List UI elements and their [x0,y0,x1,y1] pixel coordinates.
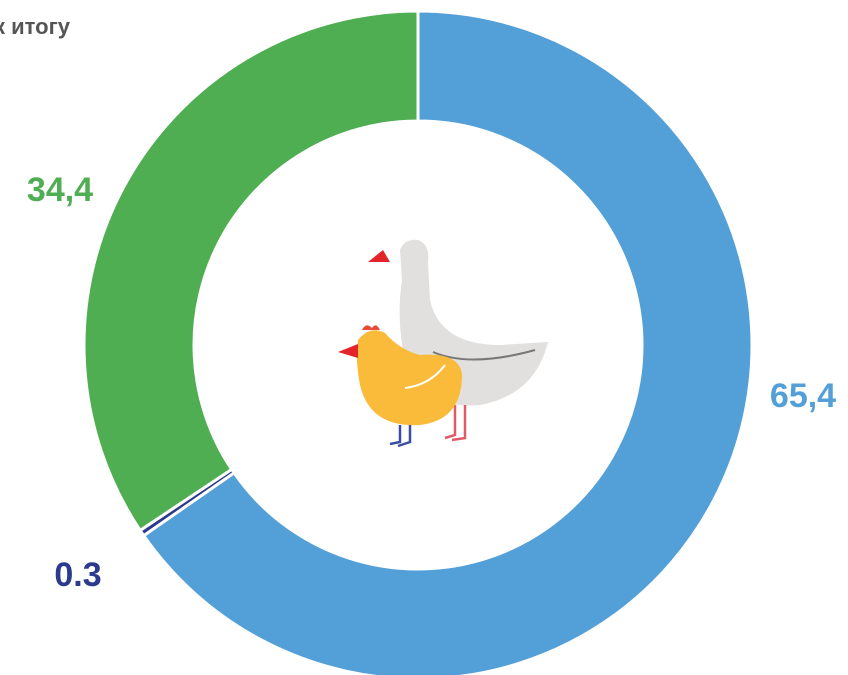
chart-title: к итогу [0,14,71,39]
donut-slice [141,9,754,675]
illustration [338,239,548,448]
data-label: 0.3 [54,556,101,594]
donut [82,9,754,675]
data-label: 34,4 [27,171,93,209]
data-label: 65,4 [770,377,836,415]
donut-slice [82,9,420,533]
